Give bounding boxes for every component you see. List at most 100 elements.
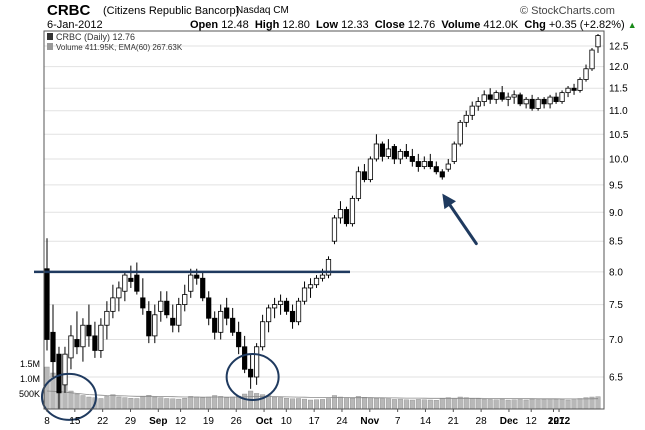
- legend-price: CRBC (Daily) 12.76: [56, 32, 135, 42]
- candle-body: [80, 324, 86, 348]
- candle-body: [277, 300, 284, 305]
- volume-bar: [212, 395, 218, 410]
- volume-bar: [188, 396, 194, 410]
- candle-body: [361, 171, 368, 181]
- volume-bar: [254, 393, 260, 410]
- volume-bar: [553, 398, 559, 410]
- price-tick-label: 11.0: [609, 106, 628, 117]
- price-tick-label: 8.0: [609, 267, 623, 278]
- candle-body: [188, 274, 194, 292]
- x-tick-label: 7: [395, 416, 401, 427]
- volume-bar: [439, 398, 445, 410]
- candle-body: [583, 68, 589, 80]
- volume-bar: [433, 400, 439, 410]
- volume-bar: [290, 398, 296, 410]
- legend-volume: Volume 411.95K, EMA(60) 267.63K: [56, 43, 183, 52]
- candle-body: [517, 94, 523, 105]
- candle-body: [577, 79, 583, 91]
- volume-bar: [511, 399, 517, 410]
- volume-bar: [206, 396, 212, 410]
- volume-bar: [559, 399, 565, 410]
- volume-bar: [86, 396, 92, 410]
- candle-body: [158, 300, 164, 312]
- volume-bar: [487, 399, 493, 410]
- volume-bar: [296, 398, 302, 410]
- candlestick-icon: [47, 33, 53, 40]
- volume-bar: [523, 399, 529, 410]
- volume-bar: [200, 397, 206, 410]
- volume-bar: [493, 399, 499, 410]
- volume-icon: [47, 43, 53, 50]
- candle-body: [265, 307, 272, 323]
- x-tick-label: 26: [231, 416, 243, 427]
- candle-body: [50, 331, 56, 363]
- high-value: 12.80: [282, 19, 310, 31]
- ticker-symbol: CRBC: [47, 2, 91, 19]
- volume-bar: [308, 399, 314, 410]
- ohlc-summary: Open 12.48 High 12.80 Low 12.33 Close 12…: [190, 19, 637, 31]
- close-label: Close: [374, 19, 405, 31]
- volume-bar: [170, 398, 176, 410]
- volume-bar: [104, 396, 110, 410]
- x-tick-label: 29: [125, 416, 137, 427]
- volume-bar: [68, 390, 74, 410]
- candle-body: [379, 143, 385, 157]
- price-tick-label: 10.5: [609, 130, 629, 141]
- volume-bar: [535, 399, 541, 410]
- candle-body: [313, 277, 320, 286]
- candle-body: [134, 274, 140, 292]
- volume-bar: [343, 397, 349, 410]
- volume-bar: [230, 396, 236, 410]
- candle-body: [236, 331, 242, 348]
- volume-bar: [176, 398, 182, 410]
- candle-body: [337, 209, 344, 219]
- candle-body: [391, 146, 397, 160]
- x-tick-label: Dec: [500, 416, 519, 427]
- volume-bar: [355, 396, 361, 410]
- chg-up-icon: ▲: [627, 20, 637, 30]
- volume-bar: [266, 395, 272, 410]
- candle-body: [487, 94, 493, 100]
- chart-frame: [43, 30, 605, 410]
- candle-body: [301, 287, 308, 302]
- candle-body: [589, 49, 595, 70]
- candle-body: [541, 98, 547, 105]
- candle-body: [367, 158, 374, 181]
- candle-body: [218, 310, 224, 333]
- volume-bar: [284, 398, 290, 410]
- volume-bar: [122, 397, 128, 410]
- volume-bar: [481, 398, 487, 410]
- volume-bar: [278, 397, 284, 410]
- candle-body: [74, 339, 80, 348]
- volume-bar: [361, 397, 367, 410]
- candle-body: [110, 297, 116, 312]
- volume-bar: [367, 397, 373, 410]
- volume-bar: [529, 398, 535, 410]
- candle-body: [248, 368, 254, 378]
- volume-bar: [314, 399, 320, 410]
- x-tick-label: Nov: [360, 416, 379, 427]
- volume-bar: [517, 399, 523, 410]
- volume-bar: [409, 399, 415, 410]
- candle-body: [469, 105, 475, 116]
- candle-body: [415, 161, 421, 167]
- volume-bar: [445, 397, 451, 410]
- circle-annotation-august: [40, 372, 97, 421]
- candle-body: [164, 300, 170, 316]
- volume-bar: [373, 398, 379, 410]
- volume-bar: [44, 366, 50, 410]
- candle-body: [565, 87, 571, 94]
- candle-body: [463, 114, 469, 123]
- volume-bar: [379, 398, 385, 410]
- volume-bar: [272, 396, 278, 410]
- volume-bar: [116, 396, 122, 410]
- candle-body: [260, 321, 266, 348]
- x-tick-label: 10: [281, 416, 293, 427]
- candle-body: [559, 92, 565, 102]
- volume-bar: [140, 396, 146, 410]
- candle-body: [319, 274, 326, 279]
- price-tick-label: 11.5: [609, 84, 628, 95]
- volume-bar: [475, 398, 481, 410]
- volume-axis-ticks: 1.5M 1.0M 500K: [19, 359, 40, 399]
